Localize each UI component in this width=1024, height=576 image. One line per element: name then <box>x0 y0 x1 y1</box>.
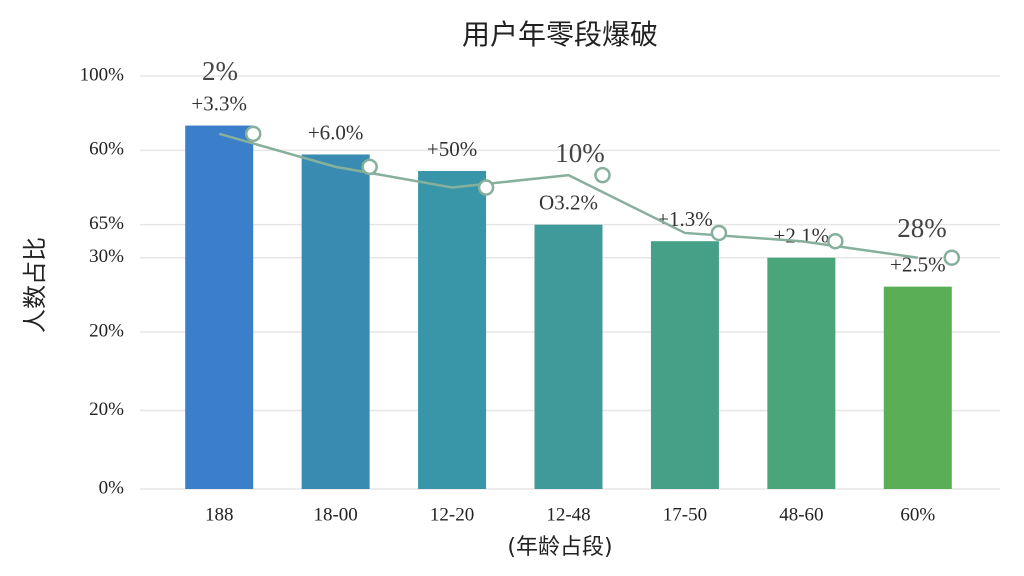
x-tick-label: 18-00 <box>313 504 357 525</box>
x-axis-label: (年龄占段) <box>507 535 612 560</box>
bar-label: +3.3% <box>191 91 247 115</box>
annotation: 28% <box>897 213 947 243</box>
x-tick-label: 60% <box>900 504 935 525</box>
bar <box>185 125 254 489</box>
y-tick-label: 60% <box>89 139 124 160</box>
line-marker <box>361 158 378 176</box>
line-marker <box>943 249 961 266</box>
y-tick-label: 30% <box>89 246 124 267</box>
line-marker <box>244 125 262 143</box>
x-tick-label: 188 <box>205 504 234 525</box>
y-tick-label: 0% <box>99 477 125 498</box>
line-marker <box>710 224 728 242</box>
line <box>218 132 918 259</box>
line-marker <box>594 166 611 184</box>
y-tick-label: 65% <box>89 213 124 234</box>
bar-label: +1.3% <box>657 207 713 231</box>
bar-label: +50% <box>427 137 477 161</box>
y-tick-label: 100% <box>80 64 125 85</box>
x-tick-label: 12-48 <box>546 504 590 525</box>
bar <box>534 224 603 489</box>
y-tick-label: 20% <box>89 320 124 341</box>
bar <box>650 241 719 489</box>
bar-label: +2.5% <box>890 252 946 276</box>
bar <box>418 170 487 490</box>
line-marker <box>827 232 844 250</box>
chart-title: 用户年零段爆破 <box>462 18 658 51</box>
bar <box>767 257 836 489</box>
y-tick-label: 20% <box>89 399 124 420</box>
annotation: 2% <box>202 56 238 86</box>
x-tick-label: 48-60 <box>779 504 823 525</box>
annotation: 10% <box>555 138 605 168</box>
x-tick-label: 12-20 <box>430 504 474 525</box>
bar <box>883 286 952 489</box>
bar-label: +6.0% <box>308 120 364 144</box>
bar-label: O3.2% <box>539 190 598 214</box>
x-tick-label: 17-50 <box>663 504 707 525</box>
bar <box>301 154 370 489</box>
line-marker <box>477 179 495 196</box>
y-axis-label: 人数占比 <box>21 237 49 333</box>
